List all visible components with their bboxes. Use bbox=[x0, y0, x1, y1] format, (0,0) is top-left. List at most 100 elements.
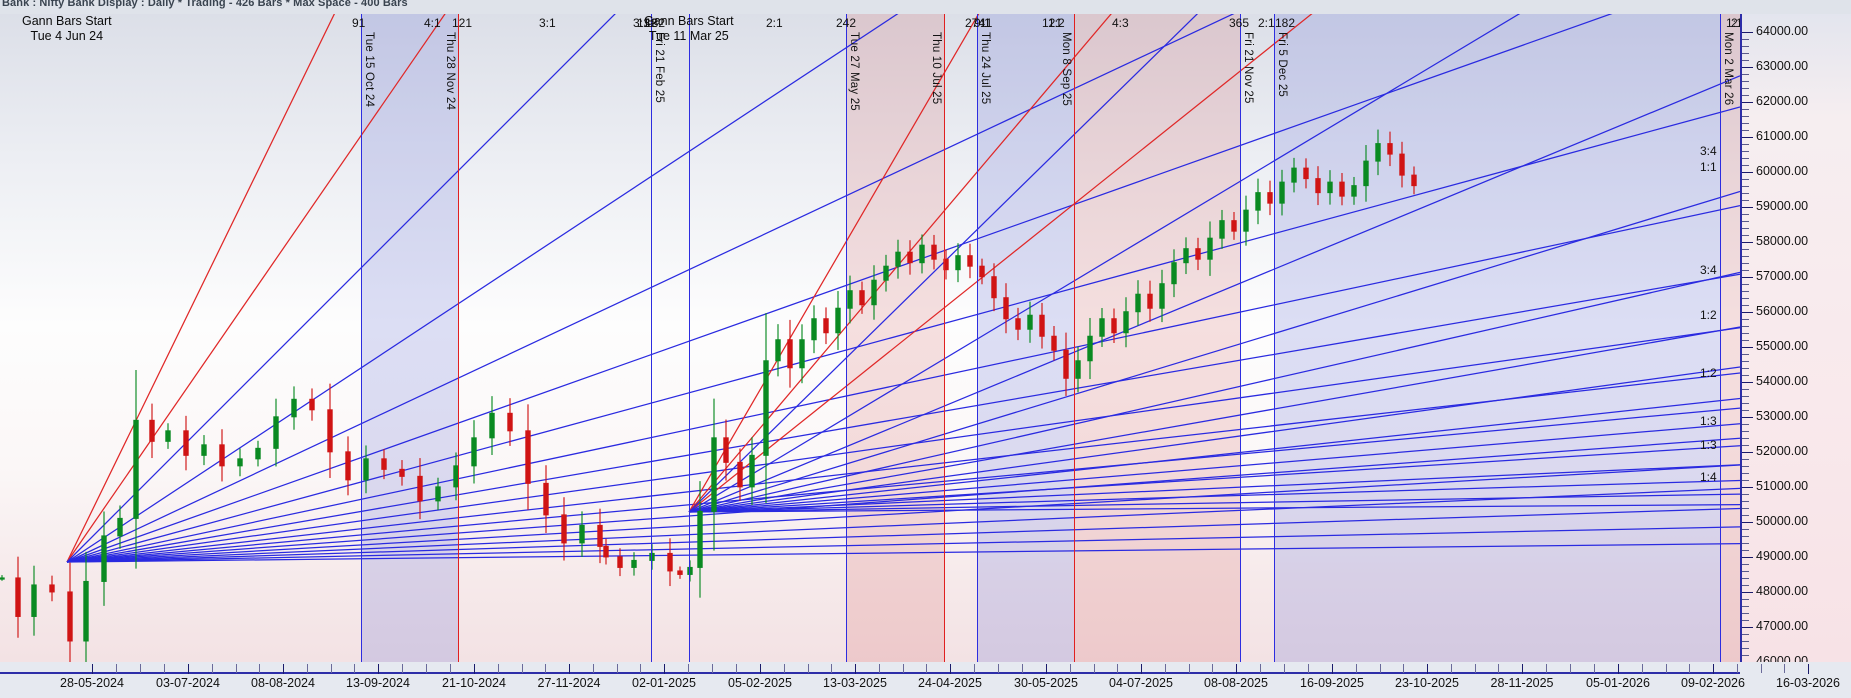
gann-fan-line-blue bbox=[688, 14, 1199, 513]
date-minor-tick bbox=[1260, 664, 1261, 673]
price-minor-tick bbox=[1742, 220, 1749, 222]
price-candle bbox=[847, 275, 853, 324]
price-candle bbox=[883, 254, 889, 292]
gann-fan-lines bbox=[66, 14, 1740, 563]
price-tick bbox=[1742, 66, 1753, 68]
price-candle bbox=[649, 544, 655, 570]
gann-date-line[interactable]: Thu 28 Nov 24 bbox=[444, 14, 459, 662]
gann-date-line-label: Fri 21 Nov 25 bbox=[1242, 32, 1254, 104]
cycle-marker-label: 4:3 bbox=[1112, 16, 1129, 30]
date-minor-tick bbox=[306, 664, 308, 673]
date-tick bbox=[1522, 664, 1523, 674]
date-tick bbox=[1236, 664, 1237, 674]
gann-date-line[interactable]: Tue 27 May 25 bbox=[846, 14, 860, 662]
price-minor-tick bbox=[1742, 178, 1749, 180]
gann-date-line[interactable]: Mon 8 Sep 25 bbox=[1060, 14, 1075, 662]
date-tick bbox=[1618, 664, 1619, 674]
date-tick bbox=[855, 664, 856, 674]
date-minor-tick bbox=[402, 664, 403, 673]
price-candle bbox=[871, 265, 877, 320]
price-minor-tick bbox=[1742, 304, 1749, 306]
price-minor-tick bbox=[1742, 598, 1749, 600]
gann-date-line-label: Mon 2 Mar 26 bbox=[1722, 32, 1734, 106]
date-minor-tick bbox=[1212, 664, 1214, 673]
price-candle bbox=[667, 538, 673, 587]
date-tick bbox=[92, 664, 93, 674]
price-candle bbox=[631, 552, 637, 576]
price-minor-tick bbox=[1742, 612, 1749, 614]
date-tick-label: 13-09-2024 bbox=[346, 676, 410, 690]
gann-fan-line-blue bbox=[688, 14, 1521, 513]
price-candle bbox=[603, 538, 609, 565]
price-minor-tick bbox=[1742, 472, 1749, 474]
price-tick bbox=[1742, 101, 1753, 103]
price-minor-tick bbox=[1742, 542, 1749, 544]
date-tick bbox=[664, 664, 665, 674]
date-minor-tick bbox=[1665, 664, 1667, 673]
date-tick bbox=[760, 664, 761, 674]
date-minor-tick bbox=[1736, 664, 1738, 673]
price-candles bbox=[0, 129, 1417, 662]
gann-date-line[interactable]: Tue 15 Oct 24 bbox=[361, 14, 375, 662]
gann-date-line[interactable]: Fri 21 Nov 25 bbox=[1240, 14, 1254, 662]
price-tick-label: 51000.00 bbox=[1756, 478, 1809, 493]
gann-origin-annotation: Gann Bars Start Tue 4 Jun 24 bbox=[22, 14, 112, 44]
gann-date-line[interactable]: Thu 10 Jul 25 bbox=[930, 14, 945, 662]
cycle-marker-label: 121 bbox=[452, 16, 473, 30]
date-minor-tick bbox=[1570, 664, 1571, 673]
price-minor-tick bbox=[1742, 45, 1749, 47]
price-minor-tick bbox=[1742, 283, 1749, 285]
price-tick-label: 57000.00 bbox=[1756, 268, 1809, 283]
gann-date-line[interactable]: Mon 2 Mar 26 bbox=[1720, 14, 1734, 662]
gann-date-line-label: Fri 21 Feb 25 bbox=[653, 32, 665, 103]
price-candle bbox=[1027, 301, 1033, 343]
price-tick bbox=[1742, 276, 1753, 278]
price-candle bbox=[1303, 158, 1309, 189]
cycle-marker-label: 182 bbox=[1275, 16, 1296, 30]
price-candle bbox=[489, 396, 495, 456]
price-candle bbox=[83, 551, 89, 662]
date-minor-tick bbox=[783, 664, 785, 673]
price-candle bbox=[165, 423, 171, 449]
gann-date-line[interactable]: Fri 21 Feb 25 bbox=[651, 14, 665, 662]
price-minor-tick bbox=[1742, 339, 1749, 341]
price-candle bbox=[737, 448, 743, 501]
price-minor-tick bbox=[1742, 262, 1749, 264]
price-candle bbox=[1363, 145, 1369, 202]
date-minor-tick bbox=[736, 664, 737, 673]
gann-date-line[interactable]: Thu 24 Jul 25 bbox=[977, 14, 991, 662]
price-candle bbox=[711, 398, 717, 551]
price-candle bbox=[255, 440, 261, 467]
price-candle bbox=[15, 556, 21, 638]
date-axis-background bbox=[0, 662, 1851, 698]
date-tick-label: 05-01-2026 bbox=[1586, 676, 1650, 690]
gann-ratio-label: 1:3 bbox=[1700, 438, 1717, 452]
price-minor-tick bbox=[1742, 584, 1749, 586]
gann-fan-line-red bbox=[688, 14, 980, 513]
price-minor-tick bbox=[1742, 493, 1749, 495]
chart-plot-area[interactable]: Tue 15 Oct 24 Thu 28 Nov 24 Fri 21 Feb 25 T… bbox=[0, 14, 1740, 662]
gann-date-line[interactable] bbox=[689, 14, 690, 662]
date-axis[interactable]: 28-05-2024 03-07-2024 08-08-2024 13-09-2024… bbox=[0, 662, 1851, 698]
gann-origin-title: Gann Bars Start bbox=[644, 14, 734, 28]
price-candle bbox=[617, 548, 623, 577]
price-candle bbox=[309, 388, 315, 421]
date-minor-tick bbox=[688, 664, 689, 673]
date-minor-tick bbox=[1188, 664, 1190, 673]
price-axis[interactable]: 64000.00 63000.00 62000.00 61000.00 60000.00… bbox=[1740, 14, 1851, 662]
price-tick-label: 50000.00 bbox=[1756, 513, 1809, 528]
date-minor-tick bbox=[1117, 664, 1119, 673]
price-minor-tick bbox=[1742, 164, 1749, 166]
gann-date-line-label: Tue 27 May 25 bbox=[848, 32, 860, 111]
price-candle bbox=[579, 511, 585, 557]
price-candle bbox=[543, 465, 549, 534]
price-candle bbox=[677, 566, 683, 579]
price-candle bbox=[1387, 131, 1393, 167]
price-minor-tick bbox=[1742, 577, 1749, 579]
gann-date-line[interactable]: Fri 5 Dec 25 bbox=[1274, 14, 1288, 662]
date-tick bbox=[1427, 664, 1428, 674]
date-minor-tick bbox=[1498, 664, 1500, 673]
date-minor-tick bbox=[521, 664, 523, 673]
price-minor-tick bbox=[1742, 52, 1749, 54]
price-candle bbox=[101, 511, 107, 606]
